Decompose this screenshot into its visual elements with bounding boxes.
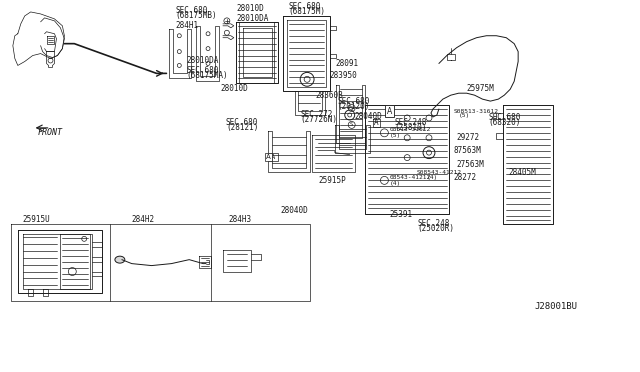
Text: 29272: 29272 [457, 133, 480, 142]
Text: (25020R): (25020R) [417, 224, 454, 233]
Text: 08543-41212
(4): 08543-41212 (4) [389, 175, 431, 186]
Text: 27563M: 27563M [457, 160, 484, 169]
Text: 28010DA: 28010DA [237, 15, 269, 23]
Text: 284H2: 284H2 [132, 215, 155, 224]
Text: 25915U: 25915U [23, 215, 51, 224]
Text: 28010DA: 28010DA [186, 56, 219, 65]
Text: SEC.680: SEC.680 [175, 6, 208, 16]
Text: 283950: 283950 [330, 71, 358, 80]
Text: SEC.680: SEC.680 [288, 3, 321, 12]
Ellipse shape [115, 256, 125, 263]
Text: FRONT: FRONT [38, 128, 63, 137]
Text: S: S [350, 106, 353, 110]
Text: 25975M: 25975M [467, 84, 494, 93]
Text: (68320): (68320) [488, 118, 521, 128]
Text: A: A [374, 118, 379, 128]
Text: SEC.248: SEC.248 [417, 219, 449, 228]
Text: 28040D: 28040D [280, 206, 308, 215]
Text: (68175MA): (68175MA) [186, 71, 228, 80]
Text: A: A [266, 154, 271, 160]
Text: 284H1: 284H1 [175, 21, 198, 30]
Text: S08543-41212: S08543-41212 [417, 170, 462, 175]
Text: SEC.248: SEC.248 [394, 118, 427, 128]
Text: (68175MB): (68175MB) [175, 12, 217, 20]
Text: SEC.680: SEC.680 [488, 113, 521, 122]
Text: A: A [271, 154, 276, 160]
Text: S08513-31612: S08513-31612 [454, 109, 499, 113]
Text: 28010D: 28010D [237, 4, 264, 13]
Text: 28272: 28272 [454, 173, 477, 182]
Text: 08513-31612
(5): 08513-31612 (5) [389, 128, 431, 138]
Text: SEC.272: SEC.272 [300, 110, 333, 119]
Text: (4): (4) [427, 175, 438, 180]
Text: SEC.680: SEC.680 [338, 97, 370, 106]
Text: 284H3: 284H3 [229, 215, 252, 224]
Text: (68175M): (68175M) [288, 7, 325, 16]
Text: (28121): (28121) [226, 124, 259, 132]
Text: 25915P: 25915P [318, 176, 346, 185]
Text: 28405M: 28405M [508, 168, 536, 177]
Text: SEC.680: SEC.680 [226, 118, 259, 128]
Text: 28040D: 28040D [355, 112, 383, 122]
Text: 28010D: 28010D [221, 84, 249, 93]
Text: 28091: 28091 [336, 59, 359, 68]
Text: (5): (5) [459, 113, 470, 118]
Text: 25391: 25391 [389, 209, 412, 219]
Text: (27726N): (27726N) [300, 115, 337, 125]
Text: (25810): (25810) [394, 124, 427, 132]
Text: (20120): (20120) [338, 102, 370, 110]
Text: A: A [387, 106, 392, 116]
Text: J28001BU: J28001BU [534, 302, 578, 311]
Text: 87563M: 87563M [454, 146, 481, 155]
Text: S: S [350, 122, 353, 127]
Text: 28360B: 28360B [315, 91, 343, 100]
Text: SEC.680: SEC.680 [186, 66, 219, 75]
